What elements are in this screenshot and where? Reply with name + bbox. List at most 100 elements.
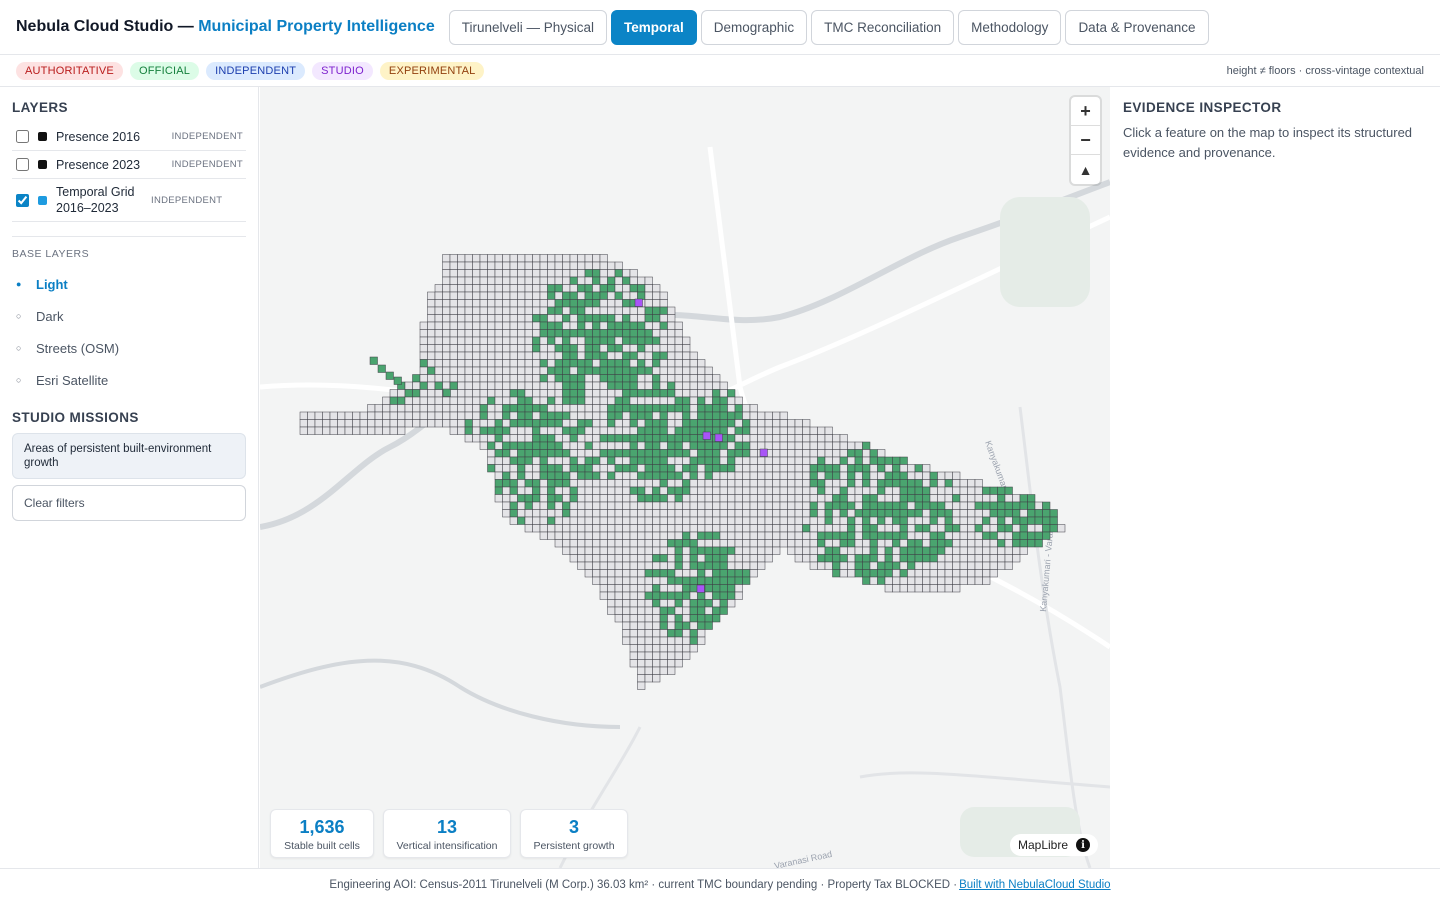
grid-cell[interactable] [689,471,698,480]
grid-cell[interactable] [562,381,571,390]
grid-cell[interactable] [832,561,841,570]
grid-cell[interactable] [599,486,608,495]
grid-cell[interactable] [974,576,983,585]
grid-cell[interactable] [809,516,818,525]
grid-cell[interactable] [742,479,751,488]
grid-cell[interactable] [637,599,646,608]
grid-cell[interactable] [629,614,638,623]
grid-cell[interactable] [509,329,518,338]
grid-cell[interactable] [704,501,713,510]
grid-cell[interactable] [487,351,496,360]
grid-cell[interactable] [944,531,953,540]
grid-cell[interactable] [757,419,766,428]
grid-cell[interactable] [652,321,661,330]
grid-cell[interactable] [502,276,511,285]
grid-cell[interactable] [607,494,616,503]
grid-cell[interactable] [667,381,676,390]
grid-cell[interactable] [877,569,886,578]
grid-cell[interactable] [689,591,698,600]
grid-cell[interactable] [877,576,886,585]
grid-cell[interactable] [539,524,548,533]
grid-cell[interactable] [539,509,548,518]
grid-cell[interactable] [652,404,661,413]
grid-cell[interactable] [817,441,826,450]
grid-cell[interactable] [322,419,331,428]
grid-cell[interactable] [787,456,796,465]
grid-cell[interactable] [682,554,691,563]
grid-cell[interactable] [614,516,623,525]
grid-cell[interactable] [712,501,721,510]
grid-cell[interactable] [547,389,556,398]
grid-cell[interactable] [952,539,961,548]
grid-cell[interactable] [502,314,511,323]
grid-cell[interactable] [824,501,833,510]
grid-cell[interactable] [494,441,503,450]
grid-cell[interactable] [697,456,706,465]
grid-cell[interactable] [862,486,871,495]
grid-cell[interactable] [524,516,533,525]
grid-cell[interactable] [487,389,496,398]
grid-cell[interactable] [817,494,826,503]
grid-cell[interactable] [517,269,526,278]
grid-cell[interactable] [479,344,488,353]
grid-cell[interactable] [674,531,683,540]
grid-cell[interactable] [697,471,706,480]
grid-cell[interactable] [674,329,683,338]
grid-cell[interactable] [667,314,676,323]
grid-cell[interactable] [727,494,736,503]
grid-cell[interactable] [824,456,833,465]
grid-cell[interactable] [607,411,616,420]
grid-cell[interactable] [352,411,361,420]
grid-cell[interactable] [937,546,946,555]
grid-cell[interactable] [989,539,998,548]
grid-cell[interactable] [817,509,826,518]
grid-cell[interactable] [682,381,691,390]
grid-cell[interactable] [847,501,856,510]
grid-cell[interactable] [652,396,661,405]
grid-cell[interactable] [502,494,511,503]
grid-cell[interactable] [532,336,541,345]
grid-cell[interactable] [393,376,402,385]
grid-cell[interactable] [674,546,683,555]
grid-cell[interactable] [674,494,683,503]
grid-cell[interactable] [749,471,758,480]
grid-cell[interactable] [704,449,713,458]
grid-cell[interactable] [802,539,811,548]
grid-cell[interactable] [607,554,616,563]
grid-cell[interactable] [464,299,473,308]
grid-cell[interactable] [427,351,436,360]
grid-cell[interactable] [652,629,661,638]
grid-cell[interactable] [547,269,556,278]
grid-cell[interactable] [554,516,563,525]
grid-cell[interactable] [877,516,886,525]
grid-cell[interactable] [539,306,548,315]
grid-cell[interactable] [517,306,526,315]
grid-cell[interactable] [974,546,983,555]
grid-cell[interactable] [689,629,698,638]
grid-cell[interactable] [914,569,923,578]
grid-cell[interactable] [607,404,616,413]
grid-cell[interactable] [869,456,878,465]
grid-cell[interactable] [652,441,661,450]
grid-cell[interactable] [472,314,481,323]
grid-cell[interactable] [712,441,721,450]
grid-cell[interactable] [667,494,676,503]
grid-cell[interactable] [464,374,473,383]
grid-cell[interactable] [727,456,736,465]
grid-cell[interactable] [794,546,803,555]
grid-cell[interactable] [644,291,653,300]
grid-cell[interactable] [832,554,841,563]
grid-cell[interactable] [659,516,668,525]
grid-cell[interactable] [554,306,563,315]
grid-cell[interactable] [1019,509,1028,518]
grid-cell[interactable] [299,419,308,428]
grid-cell[interactable] [412,389,421,398]
grid-cell[interactable] [839,531,848,540]
grid-cell[interactable] [554,284,563,293]
grid-cell[interactable] [704,404,713,413]
grid-cell[interactable] [914,479,923,488]
grid-cell[interactable] [464,306,473,315]
grid-cell[interactable] [674,516,683,525]
grid-cell[interactable] [929,531,938,540]
grid-cell[interactable] [359,411,368,420]
